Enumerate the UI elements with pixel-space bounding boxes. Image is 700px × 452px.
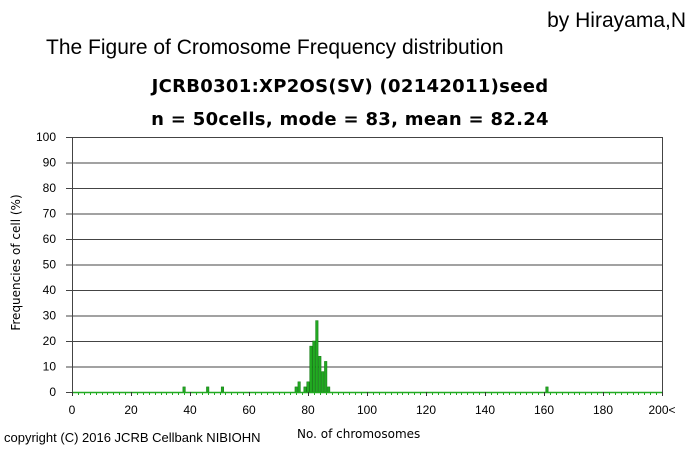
y-tick-label: 40: [43, 283, 57, 297]
x-tick-label: 160: [534, 403, 554, 417]
y-axis-label: Frequencies of cell (%): [9, 194, 23, 330]
copyright-text: copyright (C) 2016 JCRB Cellbank NIBIOHN: [4, 430, 261, 445]
bar: [220, 386, 224, 393]
figure-title: The Figure of Cromosome Frequency distri…: [46, 36, 504, 59]
y-tick-label: 90: [43, 156, 57, 170]
bar: [206, 386, 210, 393]
x-tick-label: 60: [242, 403, 256, 417]
x-tick-label: 120: [416, 403, 436, 417]
y-tick-label: 80: [43, 181, 57, 195]
y-tick-label: 70: [43, 207, 57, 221]
y-tick-label: 20: [43, 334, 57, 348]
x-tick-label: 80: [301, 403, 315, 417]
x-tick-label: 20: [124, 403, 138, 417]
chart-title: JCRB0301:XP2OS(SV) (02142011)seed: [151, 76, 549, 97]
bar: [315, 320, 319, 393]
y-tick-label: 50: [43, 258, 57, 272]
bar: [318, 356, 322, 393]
chart-subtitle: n = 50cells, mode = 83, mean = 82.24: [151, 109, 549, 130]
y-tick-label: 30: [43, 309, 57, 323]
x-tick-label: 100: [357, 403, 377, 417]
bar: [327, 386, 331, 393]
x-tick-label: 0: [69, 403, 76, 417]
y-tick-label: 100: [36, 130, 56, 144]
x-tick-label: 200<: [648, 403, 675, 417]
bar: [294, 386, 298, 393]
x-tick-label: 140: [475, 403, 495, 417]
bar: [545, 386, 549, 393]
bar: [297, 381, 301, 393]
author-credit: by Hirayama,N: [547, 9, 686, 32]
bar: [309, 345, 313, 393]
x-axis-label: No. of chromosomes: [297, 427, 420, 441]
gridlines: [72, 137, 662, 368]
y-tick-label: 10: [43, 360, 57, 374]
bar: [324, 361, 328, 393]
bar: [306, 381, 310, 393]
bars: [182, 320, 549, 393]
x-tick-label: 40: [183, 403, 197, 417]
bar: [321, 371, 325, 393]
tick-labels: 0 10 20 30 40 50 60 70 80 90 100 0 20 40 60 80 100 120 140…: [36, 130, 676, 417]
bar: [303, 386, 307, 393]
y-tick-label: 60: [43, 232, 57, 246]
bar: [312, 340, 316, 393]
bar: [182, 386, 186, 393]
axes: [66, 137, 663, 396]
x-tick-label: 180: [593, 403, 613, 417]
y-tick-label: 0: [49, 385, 56, 399]
